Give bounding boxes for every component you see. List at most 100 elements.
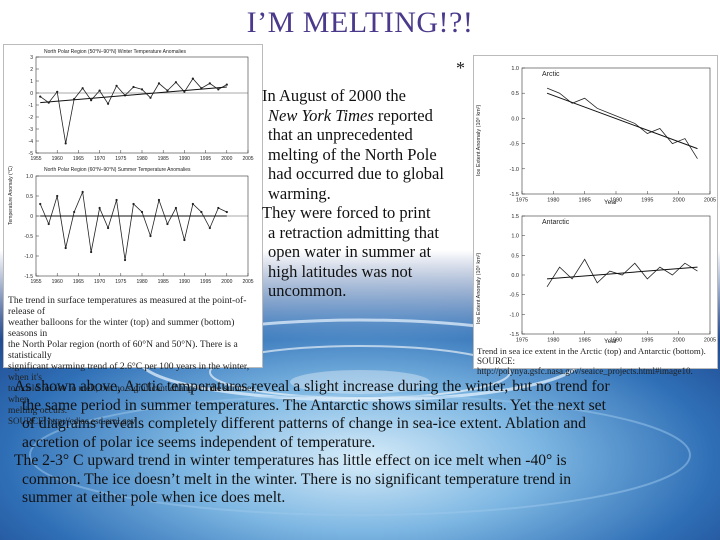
data-point [140, 88, 144, 91]
data-point [90, 250, 93, 254]
note-line: uncommon. [268, 281, 347, 300]
caption-line: melting occurs. [8, 405, 68, 416]
temperature-charts: North Polar Region (50°N–90°N) Winter Te… [8, 49, 254, 285]
x-tick-label: 1980 [136, 156, 147, 162]
arctic-x-label: Year [604, 199, 618, 206]
sea-ice-source: SOURCE: http://polynya.gsfc.nasa.gov/sea… [477, 356, 693, 376]
data-point [174, 206, 178, 210]
x-tick-label: 1990 [610, 338, 622, 344]
note-line: that an unprecedented [268, 125, 413, 144]
data-point [191, 202, 194, 206]
temperature-source: SOURCE: http://cdiac.esd.ornl.gov. [8, 416, 138, 426]
y-tick-label: 1.0 [511, 234, 519, 240]
temperature-caption: The trend in surface temperatures as mea… [8, 295, 260, 427]
plot-frame [521, 215, 711, 335]
data-point [106, 102, 110, 105]
body-line: the same period in summer temperatures. … [22, 396, 606, 414]
y-tick-label: -1 [29, 103, 34, 109]
x-tick-label: 1990 [179, 156, 190, 162]
x-tick-label: 1980 [547, 198, 559, 204]
x-tick-label: 1985 [579, 198, 591, 204]
x-tick-label: 2005 [704, 198, 716, 204]
y-tick-label: 0 [30, 91, 33, 97]
caption-line: The trend in surface temperatures as mea… [8, 295, 247, 317]
trend-line [40, 86, 227, 104]
body-line: accretion of polar ice seems independent… [22, 433, 376, 451]
note-line: melting of the North Pole [268, 144, 437, 164]
x-tick-label: 1975 [115, 156, 126, 162]
plot-frame [521, 67, 711, 195]
data-point [225, 210, 228, 214]
x-tick-label: 1985 [158, 279, 169, 285]
x-tick-label: 1995 [200, 279, 211, 285]
data-point [106, 226, 110, 230]
plot-frame [35, 56, 249, 154]
y-tick-label: 0.5 [511, 91, 519, 97]
data-point [56, 90, 59, 93]
trend-line [546, 92, 698, 150]
note-line: They were forced to print [262, 203, 431, 222]
data-point [157, 82, 161, 85]
caption-line: significant warming trend of 2.6°C per 1… [8, 361, 250, 383]
x-tick-label: 1975 [115, 279, 126, 285]
series-line [546, 87, 698, 159]
data-point [90, 99, 93, 102]
caption-line: too cold for ice to melt, but no signifi… [8, 383, 257, 405]
data-point [208, 226, 211, 230]
data-point [98, 206, 101, 210]
x-tick-label: 2005 [242, 156, 253, 162]
summer-chart-title: North Polar Region (60°N–90°N) Summer Te… [44, 167, 191, 173]
antarctic-y-label: Ice Extent Anomaly (10⁶ km²) [475, 252, 482, 324]
body-line: The 2-3° C upward trend in winter temper… [14, 452, 567, 469]
x-tick-label: 1960 [52, 156, 63, 162]
data-point [217, 206, 220, 210]
data-point [200, 210, 203, 214]
data-point [166, 89, 169, 92]
y-tick-label: -1.0 [24, 254, 33, 260]
note-line: New York Times reported [268, 105, 433, 125]
y-tick-label: 0.0 [511, 273, 519, 279]
series-line [40, 77, 227, 144]
antarctic-x-label: Year [604, 338, 618, 345]
body-line: common. The ice doesn’t melt in the wint… [22, 470, 572, 488]
plot-frame [35, 175, 249, 277]
x-tick-label: 1965 [73, 156, 84, 162]
data-point [183, 90, 186, 93]
y-tick-label: 1.5 [511, 214, 519, 220]
x-tick-label: 2005 [242, 279, 253, 285]
data-point [123, 258, 127, 262]
body-line: of diagrams reveals completely different… [22, 415, 586, 432]
x-tick-label: 1985 [579, 338, 591, 344]
body-line: summer at either pole when ice does melt… [22, 489, 286, 506]
x-tick-label: 1955 [30, 279, 41, 285]
note-line: In August of 2000 the [262, 86, 406, 105]
sea-ice-figure-panel: Ice Extent Anomaly (10⁶ km²) Ice Extent … [473, 55, 718, 376]
x-tick-label: 1980 [136, 279, 147, 285]
x-tick-label: 1985 [158, 156, 169, 162]
y-tick-label: -0.5 [510, 293, 519, 299]
right-asterisk: * [456, 58, 465, 78]
y-tick-label: -4 [29, 139, 34, 145]
arctic-y-label: Ice Extent Anomaly (10⁶ km²) [475, 104, 482, 176]
note-line: had occurred due to global [268, 164, 444, 183]
x-tick-label: 1970 [94, 279, 105, 285]
new-york-times-note: In August of 2000 the New York Times rep… [262, 86, 462, 301]
sea-ice-caption: Trend in sea ice extent in the Arctic (t… [477, 346, 717, 376]
data-point [56, 194, 59, 198]
x-tick-label: 2000 [673, 198, 685, 204]
temperature-figure-panel: North Polar Region (50°N–90°N) Winter Te… [3, 44, 263, 426]
y-tick-label: -5 [29, 151, 34, 157]
x-tick-label: 1995 [641, 198, 653, 204]
body-paragraph: As shown above, Arctic temperatures reve… [14, 378, 714, 508]
data-point [217, 88, 220, 91]
y-tick-label: -0.5 [510, 142, 519, 148]
data-point [225, 83, 228, 86]
x-tick-label: 1975 [516, 338, 528, 344]
data-point [174, 81, 178, 84]
data-point [166, 222, 169, 226]
x-tick-label: 2000 [221, 279, 232, 285]
data-point [98, 89, 101, 92]
data-point [183, 238, 186, 242]
y-tick-label: 1.0 [26, 174, 33, 180]
